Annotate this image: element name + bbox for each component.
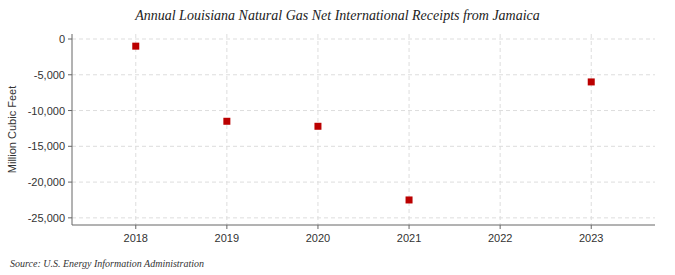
y-axis-line [72,34,73,225]
point [314,123,321,130]
point [223,118,230,125]
x-tick-label: 2019 [215,232,239,244]
y-tick [68,110,72,111]
x-tick [500,225,501,229]
y-tick-label: -25,000 [28,212,65,224]
x-tick [135,225,136,229]
y-tick-label: -5,000 [34,69,65,81]
y-axis-label: Million Cubic Feet [6,86,18,173]
y-tick-label: -10,000 [28,105,65,117]
x-grid-line [409,34,410,225]
y-tick [68,74,72,75]
y-tick-label: 0 [59,33,65,45]
point [588,78,595,85]
x-grid-line [500,34,501,225]
y-tick-label: -20,000 [28,176,65,188]
y-grid-line [72,74,655,75]
y-grid-line [72,217,655,218]
y-tick [68,217,72,218]
y-grid-line [72,182,655,183]
x-grid-line [591,34,592,225]
x-axis-line [72,225,655,226]
x-tick [317,225,318,229]
source-annotation: Source: U.S. Energy Information Administ… [10,258,204,269]
point [132,43,139,50]
y-tick [68,146,72,147]
y-grid-line [72,39,655,40]
x-grid-line [226,34,227,225]
x-grid-line [135,34,136,225]
y-tick-label: -15,000 [28,140,65,152]
x-tick-label: 2021 [397,232,421,244]
x-tick [409,225,410,229]
x-tick-label: 2018 [124,232,148,244]
x-tick [591,225,592,229]
grid [72,34,655,225]
title: Annual Louisiana Natural Gas Net Interna… [134,8,540,23]
point [406,196,413,203]
y-tick [68,39,72,40]
y-tick [68,182,72,183]
x-tick-label: 2020 [306,232,330,244]
x-tick-label: 2022 [488,232,512,244]
x-tick-label: 2023 [579,232,603,244]
chart: Annual Louisiana Natural Gas Net Interna… [0,0,675,275]
x-tick [226,225,227,229]
y-grid-line [72,110,655,111]
points [132,43,594,204]
y-grid-line [72,146,655,147]
